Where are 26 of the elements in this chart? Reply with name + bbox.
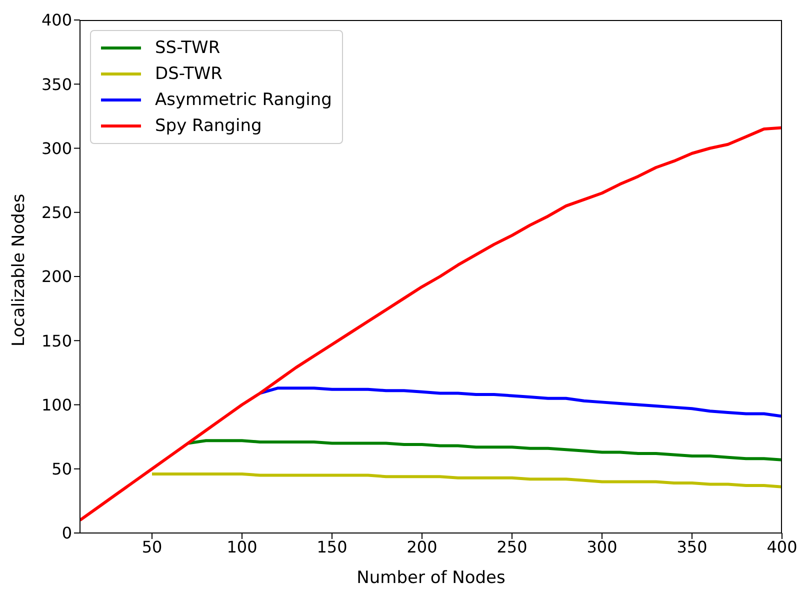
y-tick-label: 250 bbox=[41, 203, 72, 222]
x-tick-label: 150 bbox=[316, 537, 348, 556]
x-tick-label: 400 bbox=[766, 537, 798, 556]
line-series bbox=[150, 472, 782, 488]
line-series bbox=[186, 439, 782, 462]
x-tick-label: 50 bbox=[142, 537, 162, 556]
y-tick-label: 300 bbox=[41, 138, 72, 158]
y-tick-label: 0 bbox=[62, 524, 72, 543]
x-tick-label: 300 bbox=[586, 537, 618, 556]
x-tick-label: 200 bbox=[406, 537, 438, 556]
y-tick-label: 100 bbox=[41, 395, 72, 414]
x-tick-label: 100 bbox=[226, 537, 258, 556]
legend-label: Asymmetric Ranging bbox=[155, 90, 332, 110]
x-axis-title: Number of Nodes bbox=[356, 568, 506, 588]
legend-label: SS-TWR bbox=[155, 38, 220, 58]
y-axis-title: Localizable Nodes bbox=[9, 194, 30, 346]
y-tick-label: 50 bbox=[52, 460, 72, 479]
x-tick-label: 250 bbox=[496, 537, 528, 556]
legend-label: Spy Ranging bbox=[155, 116, 262, 136]
y-tick-label: 150 bbox=[41, 331, 72, 350]
x-tick-label: 350 bbox=[676, 537, 708, 556]
y-tick-label: 350 bbox=[41, 74, 72, 94]
y-tick-label: 200 bbox=[41, 267, 72, 286]
y-tick-label: 400 bbox=[41, 10, 72, 30]
line-series bbox=[258, 386, 782, 418]
legend-label: DS-TWR bbox=[155, 64, 222, 84]
